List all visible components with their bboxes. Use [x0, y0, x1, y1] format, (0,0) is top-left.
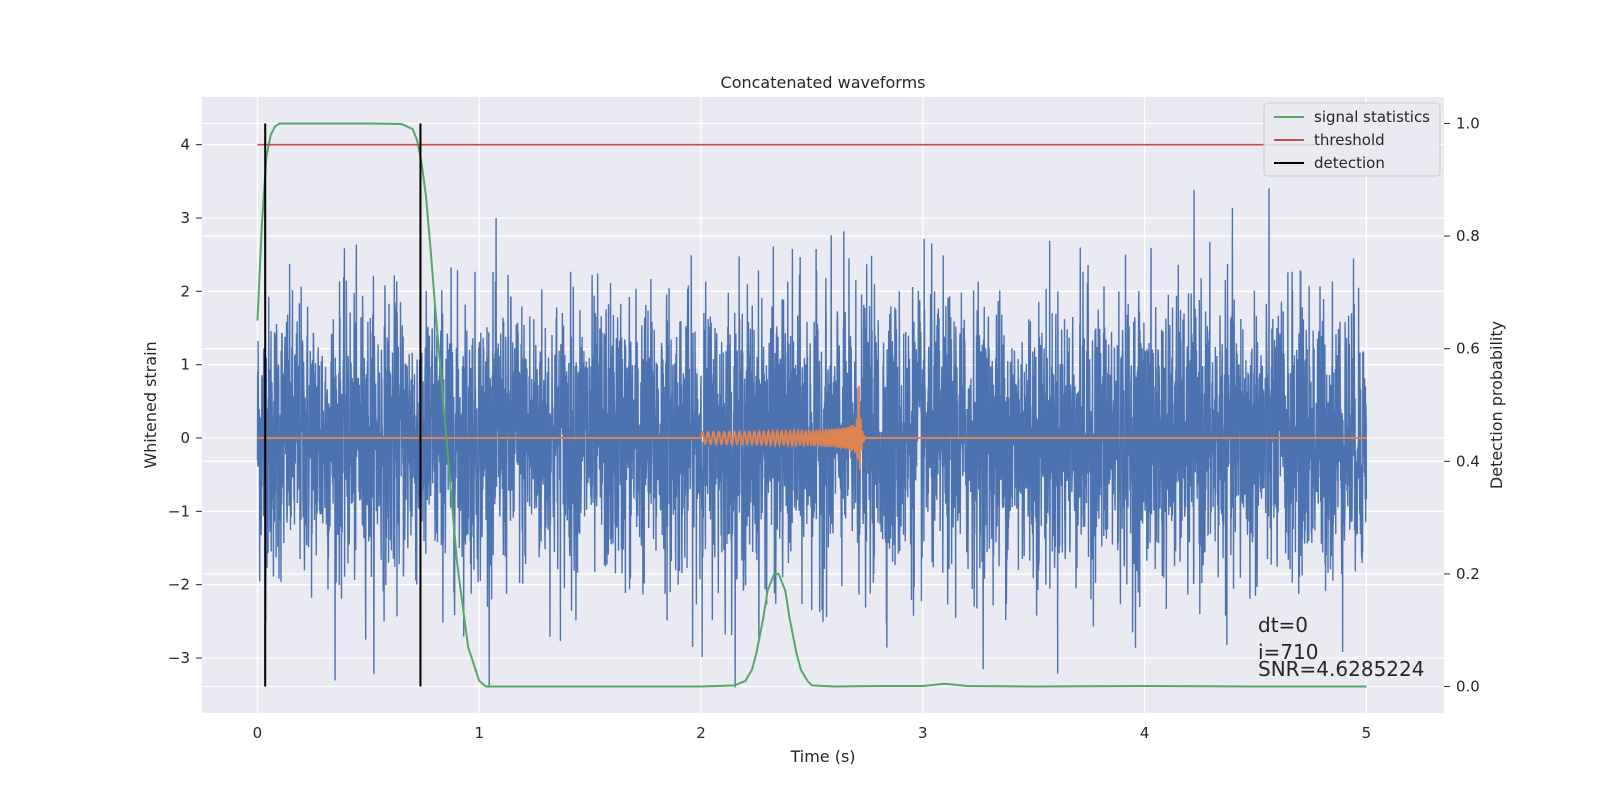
y-tick-label: 1	[180, 356, 190, 374]
x-tick-label: 3	[918, 724, 928, 742]
legend-box	[1263, 102, 1441, 177]
chart-title: Concatenated waveforms	[721, 73, 926, 92]
y2-tick-label: 0.4	[1456, 452, 1480, 470]
signal-statistics-series-line	[256, 122, 1367, 688]
annotation-dt: dt=0	[1258, 613, 1308, 637]
y-tick-label: 0	[180, 429, 190, 447]
legend-label-threshold: threshold	[1314, 131, 1385, 149]
annotation-i: i=710	[1258, 640, 1319, 664]
y-tick-label: −1	[168, 502, 190, 520]
y-tick-label: 4	[180, 136, 190, 154]
legend-label-detection: detection	[1314, 154, 1385, 172]
x-tick-label: 4	[1140, 724, 1150, 742]
y-tick-label: −3	[168, 649, 190, 667]
y2-tick-label: 0.6	[1456, 340, 1480, 358]
x-tick-label: 2	[696, 724, 706, 742]
template-series-line	[257, 386, 1367, 471]
y2-tick-label: 1.0	[1456, 114, 1480, 132]
y2-tick-label: 0.8	[1456, 227, 1480, 245]
x-tick-label: 0	[253, 724, 263, 742]
y-tick-label: 3	[180, 209, 190, 227]
annotation-snr: SNR=4.6285224	[1258, 657, 1424, 681]
y2-tick-label: 0.0	[1456, 678, 1480, 696]
y2-axis-label: Detection probability	[1487, 321, 1506, 489]
y-tick-label: 2	[180, 282, 190, 300]
x-axis-label: Time (s)	[789, 747, 855, 766]
y2-tick-label: 0.2	[1456, 565, 1480, 583]
x-tick-label: 1	[474, 724, 484, 742]
legend-label-signal-statistics: signal statistics	[1314, 108, 1430, 126]
y-axis-label: Whitened strain	[141, 341, 160, 468]
x-tick-label: 5	[1362, 724, 1372, 742]
y-tick-label: −2	[168, 576, 190, 594]
